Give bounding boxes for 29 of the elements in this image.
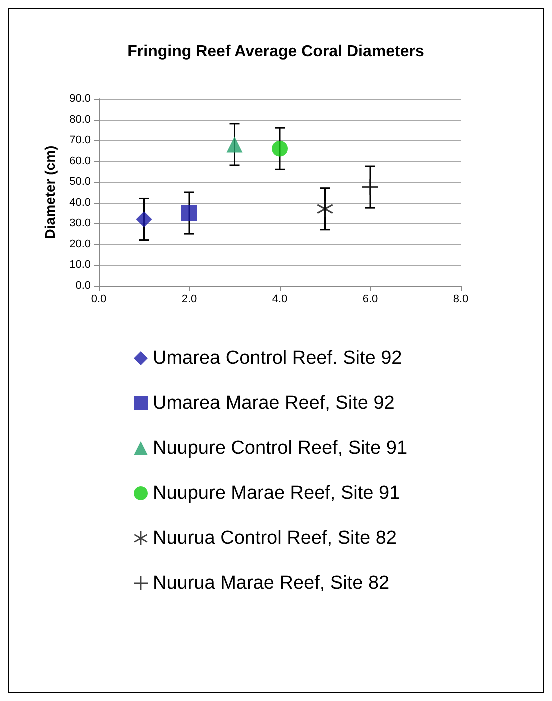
- x-tick-label: 0.0: [91, 294, 107, 306]
- point: [317, 201, 334, 218]
- x-tick-label: 2.0: [182, 294, 198, 306]
- y-tick-label: 60.0: [70, 155, 91, 168]
- y-tick-label: 70.0: [70, 134, 91, 147]
- y-tick-label: 90.0: [70, 93, 91, 105]
- legend-label: Nuurua Marae Reef, Site 82: [153, 573, 390, 594]
- chart-title: Fringing Reef Average Coral Diameters: [128, 44, 424, 60]
- x-tick-label: 8.0: [453, 294, 469, 306]
- legend-label: Nuupure Control Reef, Site 91: [153, 438, 408, 459]
- y-tick-label: 30.0: [70, 218, 91, 230]
- y-tick-label: 40.0: [70, 196, 91, 209]
- point: [272, 140, 288, 157]
- point: [182, 205, 198, 222]
- y-tick-label: 10.0: [70, 259, 91, 272]
- x-tick-label: 4.0: [272, 294, 288, 306]
- point: [362, 179, 378, 196]
- legend-label: Umarea Control Reef. Site 92: [153, 348, 402, 369]
- x-tick-label: 6.0: [362, 294, 378, 306]
- legend-label: Umarea Marae Reef, Site 92: [153, 393, 395, 414]
- y-tick-label: 0.0: [76, 280, 91, 292]
- y-tick-label: 80.0: [70, 114, 91, 126]
- legend-label: Nuurua Control Reef, Site 82: [153, 528, 397, 549]
- point: [226, 136, 243, 153]
- y-tick-label: 20.0: [70, 238, 91, 250]
- y-axis-title: Diameter (cm): [42, 146, 58, 240]
- y-tick-label: 50.0: [70, 176, 91, 188]
- point: [136, 212, 152, 228]
- legend-label: Nuupure Marae Reef, Site 91: [153, 483, 400, 504]
